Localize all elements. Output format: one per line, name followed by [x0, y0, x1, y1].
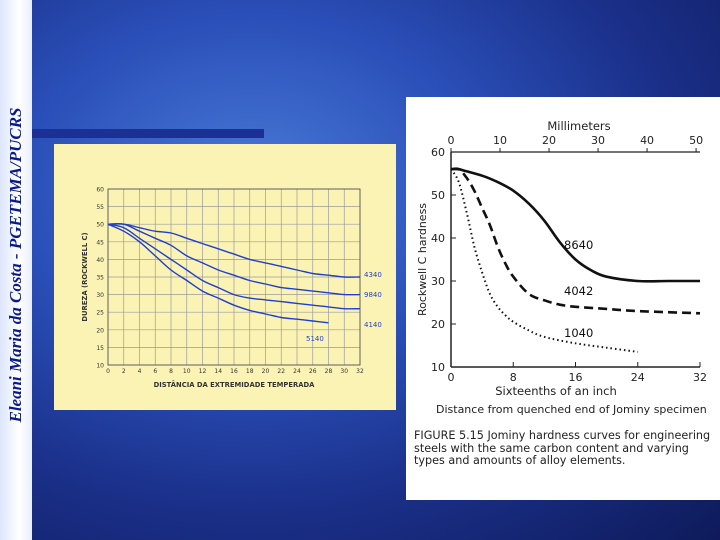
- y-tick-label: 20: [431, 318, 445, 331]
- top-axis-label: Millimeters: [547, 119, 610, 133]
- series-curve-5140: [107, 223, 329, 324]
- y-tick-label: 10: [431, 361, 445, 374]
- figure-caption: FIGURE 5.15 Jominy hardness curves for e…: [414, 429, 711, 467]
- x-tick-label: 18: [246, 368, 254, 375]
- series-curve-4340: [107, 223, 361, 278]
- series-label-4140: 4140: [364, 321, 382, 329]
- y-tick-label: 60: [96, 187, 104, 194]
- x-tick-label: 20: [262, 368, 270, 375]
- x-tick-label: 24: [293, 368, 301, 375]
- y-tick-label: 45: [96, 239, 104, 246]
- top-tick-label: 10: [493, 134, 507, 147]
- series-label-1040: 1040: [564, 326, 593, 340]
- x-tick-label: 8: [510, 371, 517, 384]
- y-tick-label: 50: [431, 189, 445, 202]
- x-tick-label: 16: [569, 371, 583, 384]
- x-tick-label: 0: [448, 371, 455, 384]
- top-tick-label: 20: [542, 134, 556, 147]
- y-tick-label: 50: [96, 222, 104, 229]
- top-tick-label: 40: [640, 134, 654, 147]
- x-tick-label: 30: [340, 368, 348, 375]
- left-chart-panel: 10 15 20 25 30 35 40 45 50 55 60 0 2 4 6 8 10 12 14 16 18 20 2…: [54, 144, 396, 410]
- y-tick-label: 15: [96, 345, 104, 352]
- series-label-4042: 4042: [564, 284, 593, 298]
- x-axis-label-2: Distance from quenched end of Jominy spe…: [436, 403, 707, 416]
- y-tick-label: 10: [96, 363, 104, 370]
- x-tick-label: 16: [230, 368, 238, 375]
- title-rule: [32, 129, 264, 138]
- x-tick-label: 10: [183, 368, 191, 375]
- y-tick-label: 20: [96, 327, 104, 334]
- series-label-9840: 9840: [364, 291, 382, 299]
- x-tick-label: 22: [277, 368, 285, 375]
- y-tick-label: 40: [96, 257, 104, 264]
- x-tick-label: 24: [631, 371, 645, 384]
- y-tick-label: 30: [431, 275, 445, 288]
- x-tick-label: 4: [138, 368, 142, 375]
- y-tick-label: 40: [431, 232, 445, 245]
- x-axis-label: DISTÂNCIA DA EXTREMIDADE TEMPERADA: [154, 380, 316, 389]
- y-axis-label: DUREZA (ROCKWELL C): [81, 232, 89, 321]
- side-title: Eleani Maria da Costa - PGETEMA/PUCRS: [6, 107, 25, 423]
- x-tick-label: 32: [693, 371, 707, 384]
- y-tick-label: 55: [96, 204, 104, 211]
- x-tick-label: 6: [153, 368, 157, 375]
- top-tick-label: 50: [689, 134, 703, 147]
- y-tick-label: 60: [431, 146, 445, 159]
- y-tick-label: 30: [96, 292, 104, 299]
- top-tick-label: 0: [448, 134, 455, 147]
- series-label-4340: 4340: [364, 271, 382, 279]
- series-curve-4140: [107, 223, 361, 310]
- x-tick-label: 2: [122, 368, 126, 375]
- y-tick-label: 35: [96, 275, 104, 282]
- x-tick-label: 12: [199, 368, 207, 375]
- x-axis-label: Sixteenths of an inch: [495, 384, 617, 398]
- y-tick-label: 25: [96, 310, 104, 317]
- series-curve-4042: [450, 167, 701, 315]
- series-label-8640: 8640: [564, 238, 593, 252]
- x-tick-label: 26: [309, 368, 317, 375]
- right-chart-panel: 10 20 30 40 50 60 0 8 16 24 32 0 10 20 30 40 50 Millimete…: [406, 97, 720, 500]
- x-tick-label: 8: [169, 368, 173, 375]
- x-tick-label: 14: [214, 368, 222, 375]
- series-curve-8640: [450, 167, 700, 283]
- series-curve-9840: [107, 222, 361, 296]
- x-tick-label: 0: [106, 368, 110, 375]
- y-axis-label: Rockwell C hardness: [416, 203, 429, 316]
- x-tick-label: 32: [356, 368, 364, 375]
- sidebar-strip: Eleani Maria da Costa - PGETEMA/PUCRS: [0, 0, 32, 540]
- series-curve-1040: [450, 168, 638, 353]
- top-tick-label: 30: [591, 134, 605, 147]
- x-tick-label: 28: [325, 368, 333, 375]
- series-label-5140: 5140: [306, 335, 324, 343]
